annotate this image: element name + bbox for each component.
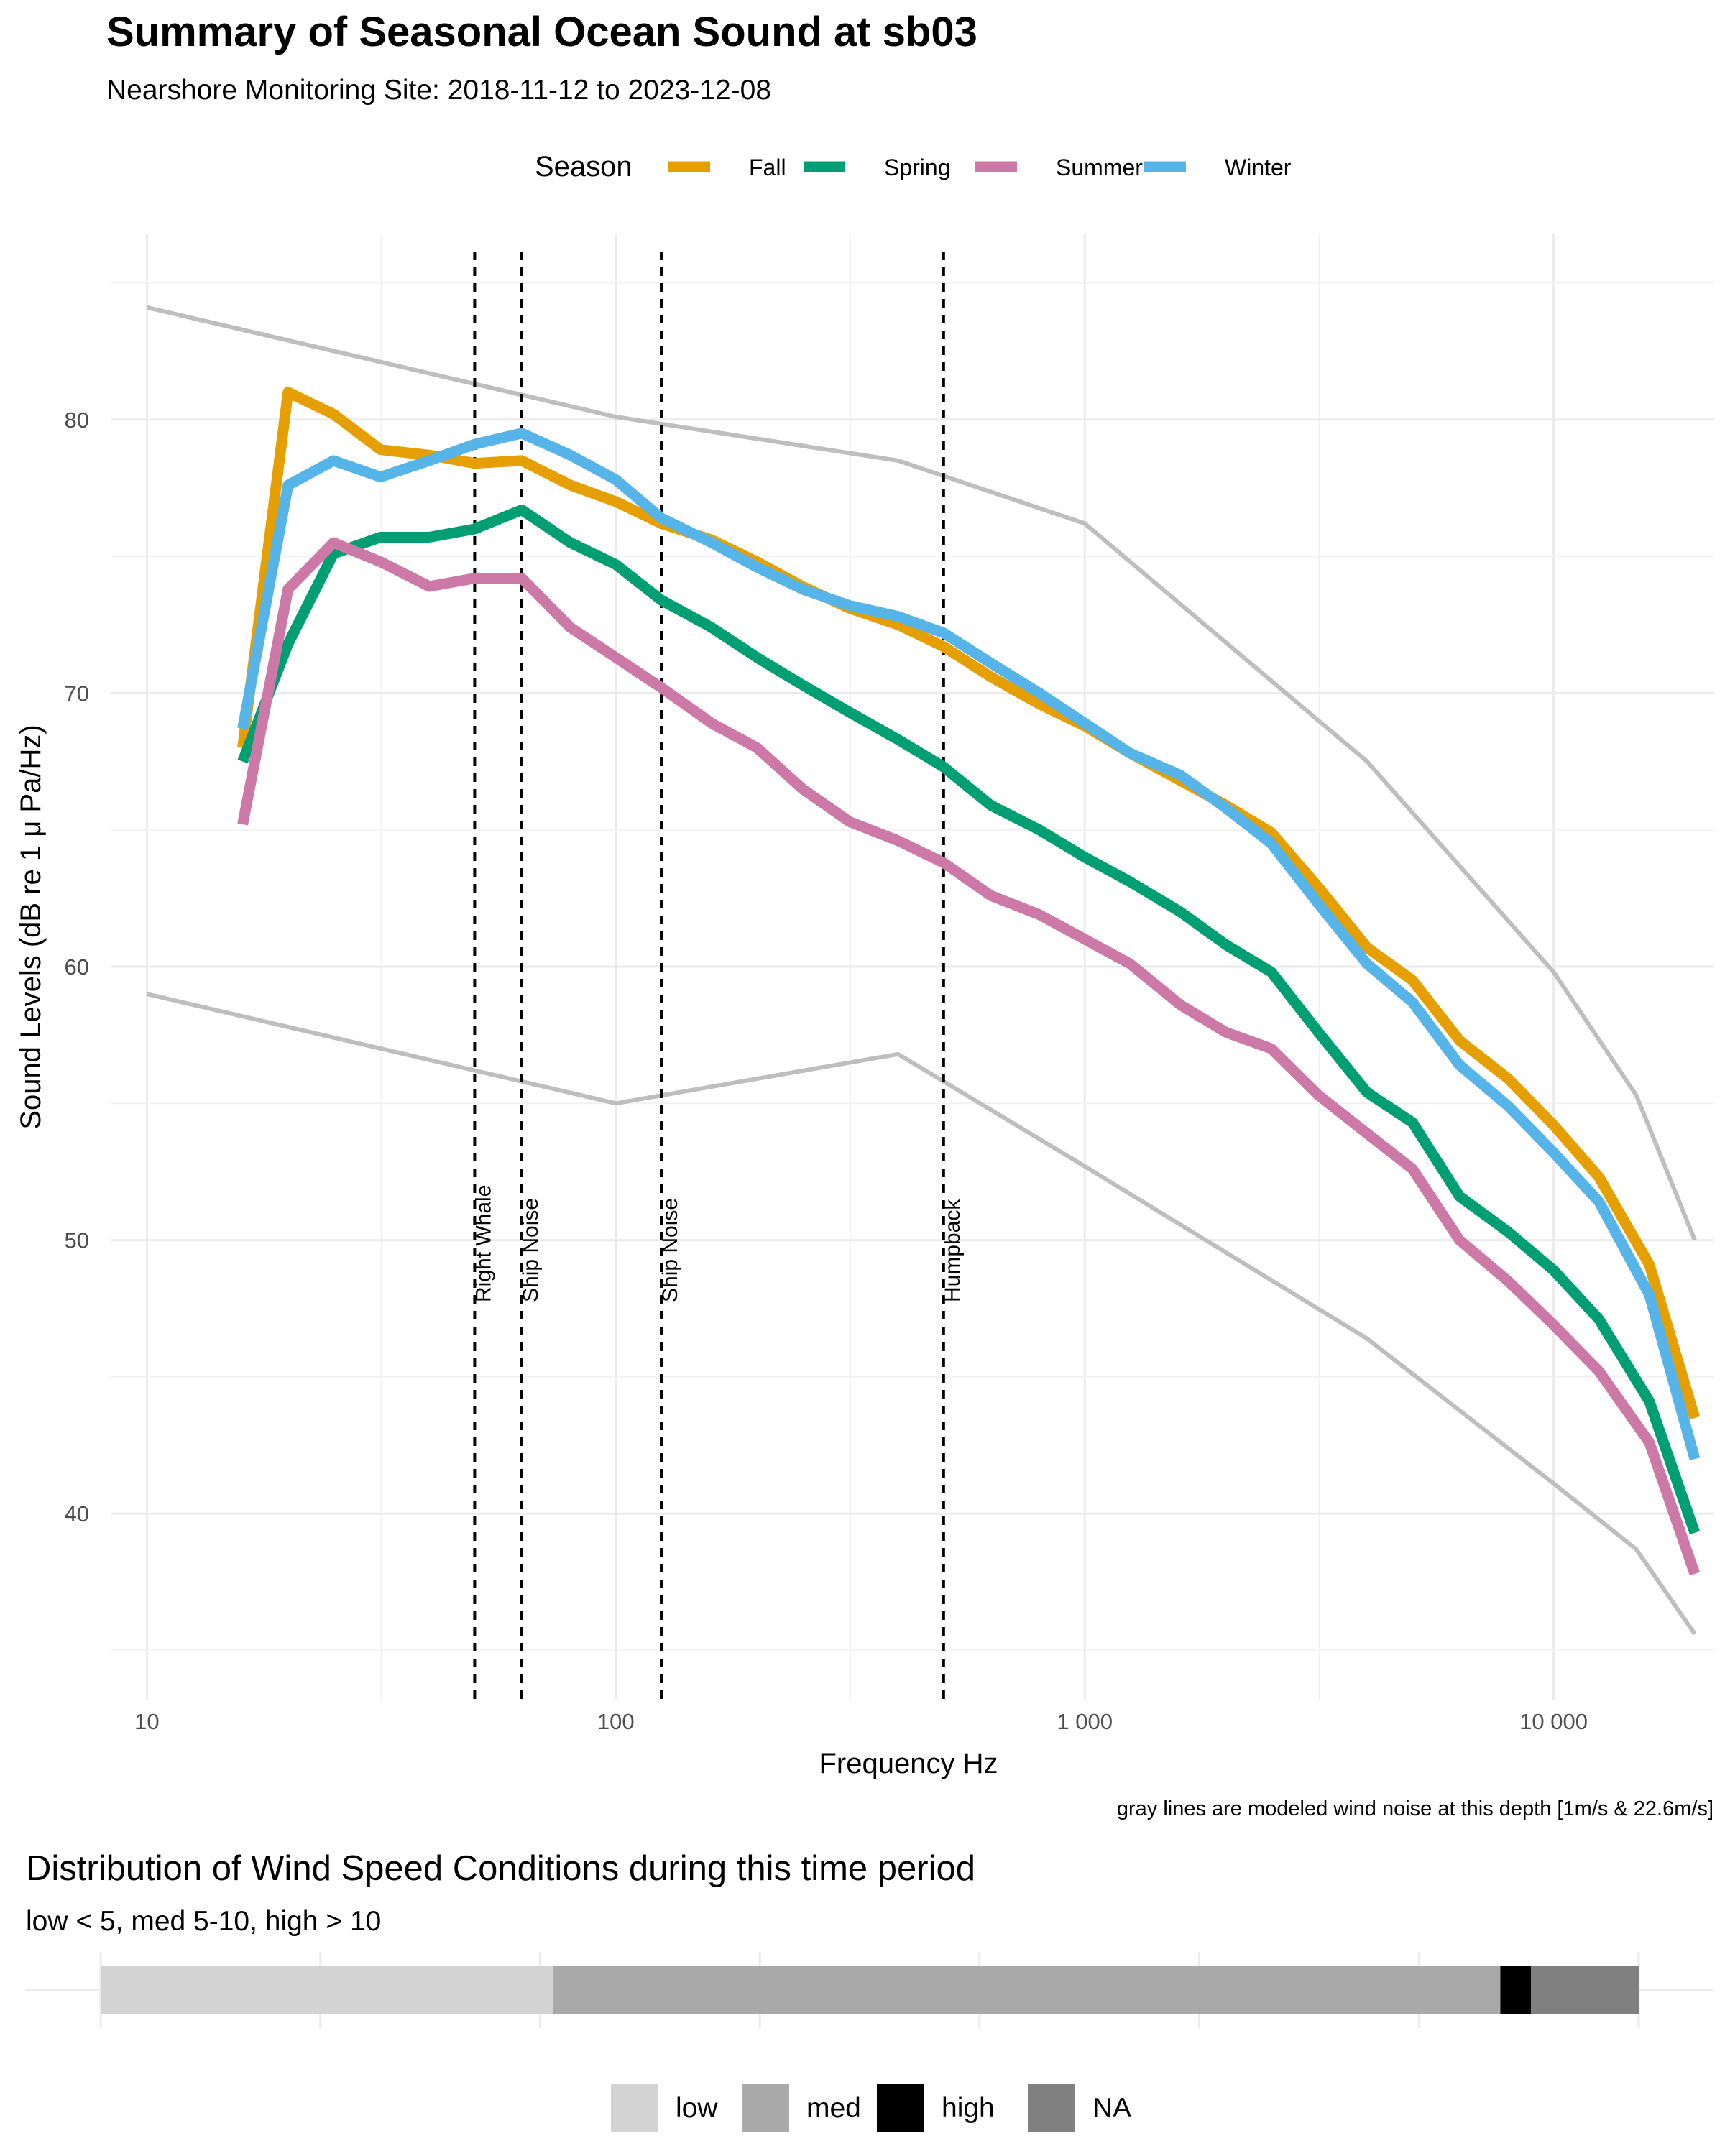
legend-label-winter: Winter: [1225, 155, 1292, 180]
wind-noise-reference-lines: [146, 305, 1697, 1636]
wind-subtitle: low < 5, med 5-10, high > 10: [26, 1906, 381, 1937]
series-line-spring: [237, 504, 1701, 1535]
x-tick-label: 100: [597, 1709, 635, 1734]
marker-label: Humpback: [941, 1199, 965, 1302]
marker-label: Right Whale: [472, 1185, 495, 1302]
series-line-summer: [237, 537, 1701, 1576]
y-tick-label: 70: [65, 681, 89, 706]
y-tick-label: 50: [65, 1228, 89, 1253]
marker-label: Ship Noise: [658, 1198, 682, 1302]
wind-legend-key-na: [1028, 2084, 1075, 2132]
wind-noise-line: [146, 992, 1697, 1636]
wind-legend-label-med: med: [806, 2093, 861, 2124]
wind-segment-low: [101, 1966, 553, 2014]
legend-label-spring: Spring: [884, 155, 951, 180]
chart-title: Summary of Seasonal Ocean Sound at sb03: [106, 9, 978, 55]
x-axis-title: Frequency Hz: [819, 1748, 998, 1779]
chart-subtitle: Nearshore Monitoring Site: 2018-11-12 to…: [106, 75, 771, 106]
y-tick-label: 80: [65, 407, 89, 433]
y-tick-label: 60: [65, 954, 89, 980]
axis-ticks: 10 100 1 000 10 000 40 50 60 70 80: [65, 407, 1588, 1734]
wind-distribution-panel: Distribution of Wind Speed Conditions du…: [26, 1849, 1714, 2132]
season-series: [237, 387, 1701, 1576]
legend-label-summer: Summer: [1056, 155, 1143, 180]
y-axis-title: Sound Levels (dB re 1 μ Pa/Hz): [15, 724, 47, 1129]
x-tick-label: 1 000: [1057, 1709, 1113, 1734]
season-legend: Season Fall Spring Summer Winter: [535, 151, 1292, 183]
wind-legend-key-med: [742, 2084, 789, 2132]
x-tick-label: 10 000: [1519, 1709, 1588, 1734]
wind-legend-label-low: low: [676, 2093, 718, 2124]
wind-segment-high: [1500, 1966, 1532, 2014]
wind-segment-na: [1531, 1966, 1639, 2014]
grid-lines: [111, 234, 1714, 1700]
wind-legend-label-na: NA: [1092, 2093, 1131, 2124]
legend-label-fall: Fall: [749, 155, 786, 180]
plot-panel: Right Whale Ship Noise Ship Noise Humpback …: [65, 234, 1714, 1734]
marker-label: Ship Noise: [519, 1198, 543, 1302]
y-tick-label: 40: [65, 1501, 89, 1526]
series-line-fall: [237, 387, 1701, 1420]
wind-legend-label-high: high: [942, 2093, 995, 2124]
wind-segment-med: [553, 1966, 1501, 2014]
legend-title: Season: [535, 151, 632, 183]
wind-title: Distribution of Wind Speed Conditions du…: [26, 1849, 975, 1888]
wind-legend-key-high: [877, 2084, 924, 2132]
x-tick-label: 10: [134, 1709, 159, 1734]
vertical-markers: Right Whale Ship Noise Ship Noise Humpback: [472, 252, 965, 1700]
wind-legend-key-low: [611, 2084, 658, 2132]
wind-noise-line: [146, 305, 1697, 1241]
chart-caption: gray lines are modeled wind noise at thi…: [1117, 1797, 1714, 1820]
series-line-winter: [237, 428, 1701, 1461]
